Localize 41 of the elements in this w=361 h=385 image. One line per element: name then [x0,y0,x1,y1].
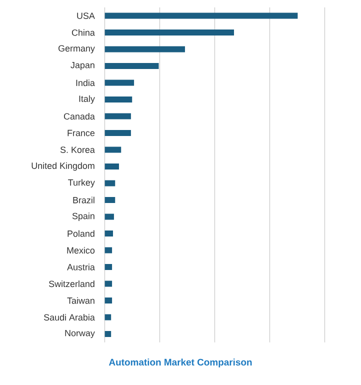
bar [104,130,131,136]
y-tick-label: Germany [58,45,95,54]
y-tick-label: Switzerland [48,280,94,288]
bar [104,230,113,237]
bar [104,63,159,70]
y-tick-label: Austria [67,264,95,270]
y-tick-label: France [68,130,95,136]
y-tick-label: United Kingdom [32,162,94,171]
y-tick-label: Spain [72,212,94,221]
bar [104,314,112,320]
bar [104,214,114,220]
bar [104,264,112,270]
y-tick-label: China [72,29,95,36]
bar [104,30,234,36]
y-tick-label: S. Korea [60,146,95,153]
bar [104,12,298,19]
text: Automation Market Comparison [108,358,252,368]
bar [104,298,112,304]
bar [104,146,122,153]
y-tick-label: Brazil [73,196,94,204]
bar [104,164,119,170]
y-tick-label: Norway [65,330,95,338]
y-tick-label: Japan [70,62,94,70]
bar [104,80,134,86]
y-tick-label: Taiwan [67,297,94,304]
bar [104,197,116,204]
bar [104,280,112,287]
bar [104,247,112,254]
bar [104,331,112,338]
y-tick-label: Poland [68,230,94,237]
bar [104,113,131,120]
y-tick-label: Saudi Arabia [44,314,95,321]
y-tick-label: Turkey [68,179,95,188]
y-tick-label: Canada [64,112,95,120]
y-tick-label: USA [77,12,95,19]
bar [104,96,132,103]
y-tick-label: India [76,79,95,86]
y-tick-label: Mexico [67,246,95,254]
bar [104,46,185,52]
bar [104,180,116,186]
y-tick-label: Italy [79,95,95,104]
